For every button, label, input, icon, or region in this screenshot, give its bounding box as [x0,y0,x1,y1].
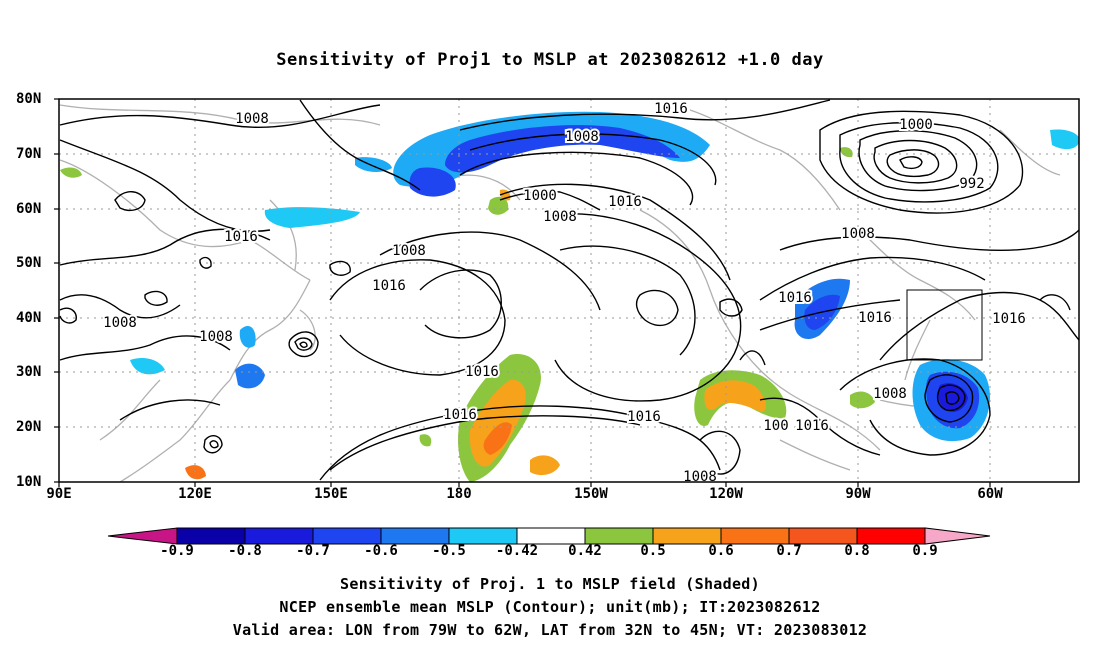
colorbar-swatch [176,527,246,545]
contour-label: 1008 [392,243,426,259]
colorbar-tick: -0.6 [364,543,398,559]
lat-label: 10N [16,474,42,490]
lon-label: 90W [845,486,871,502]
colorbar [107,527,991,545]
lon-label: 180 [446,486,472,502]
contour-label: 1008 [565,129,599,145]
colorbar-swatch [788,527,858,545]
colorbar-tick: -0.8 [228,543,262,559]
contour-label: 1016 [627,409,661,425]
contour-label: 1016 [372,278,406,294]
contour-label: 992 [959,176,984,192]
colorbar-tick: 0.7 [776,543,802,559]
coastlines [59,104,1061,482]
lat-label: 70N [16,146,42,162]
colorbar-swatch [652,527,722,545]
contour-label: 1000 [899,117,933,133]
contour-labels: 1008 1016 1008 1000 1008 1016 1000 992 1… [101,99,1028,485]
colorbar-tick: 0.6 [708,543,734,559]
colorbar-tick: -0.7 [296,543,330,559]
lon-label: 120E [178,486,212,502]
lat-label: 60N [16,201,42,217]
footer-shaded-description: Sensitivity of Proj. 1 to MSLP field (Sh… [340,575,760,593]
contour-label: 1016 [654,101,688,117]
lat-label: 40N [16,310,42,326]
colorbar-swatch [312,527,382,545]
lon-label: 150W [574,486,608,502]
colorbar-tick: 0.42 [568,543,602,559]
graticule [59,99,1079,482]
contour-label: 1008 [841,226,875,242]
contour-label: 1008 [543,209,577,225]
colorbar-low-extend [107,527,178,545]
map-title: Sensitivity of Proj1 to MSLP at 20230826… [276,50,824,70]
colorbar-high-extend [924,527,991,545]
contour-label: 1016 [443,407,477,423]
contour-label: 1008 [683,469,717,485]
contour-label: 1016 [778,290,812,306]
lon-label: 120W [709,486,743,502]
colorbar-swatch [380,527,450,545]
footer-valid-area: Valid area: LON from 79W to 62W, LAT fro… [232,621,868,639]
colorbar-tick: 0.9 [912,543,938,559]
contour-label: 1016 [858,310,892,326]
lat-label: 50N [16,255,42,271]
lat-label: 30N [16,364,42,380]
contour-label: 1016 [465,364,499,380]
colorbar-swatch [584,527,654,545]
contour-label: 1008 [103,315,137,331]
colorbar-tick: 0.5 [640,543,666,559]
colorbar-tick: -0.42 [495,543,539,559]
colorbar-swatch [244,527,314,545]
contour-label: 100 [763,418,788,434]
contour-label: 1016 [795,418,829,434]
footer-contour-description: NCEP ensemble mean MSLP (Contour); unit(… [279,598,821,616]
map-frame [58,98,1080,483]
contour-label: 1000 [523,188,557,204]
colorbar-swatch [448,527,518,545]
colorbar-swatch [720,527,790,545]
colorbar-swatch [516,527,586,545]
contour-label: 1008 [235,111,269,127]
contour-label: 1008 [873,386,907,402]
contour-label: 1008 [199,329,233,345]
colorbar-tick: -0.9 [160,543,194,559]
lon-label: 60W [977,486,1003,502]
colorbar-swatch [856,527,926,545]
axis-ticks [54,98,991,487]
contour-label: 1016 [224,229,258,245]
valid-area-box [906,289,983,361]
lon-label: 150E [314,486,348,502]
lat-label: 20N [16,419,42,435]
contour-label: 1016 [992,311,1026,327]
mslp-contours [59,99,1079,481]
lon-label: 90E [46,486,72,502]
contour-label: 1016 [608,194,642,210]
lat-label: 80N [16,91,42,107]
colorbar-tick: 0.8 [844,543,870,559]
colorbar-tick: -0.5 [432,543,466,559]
